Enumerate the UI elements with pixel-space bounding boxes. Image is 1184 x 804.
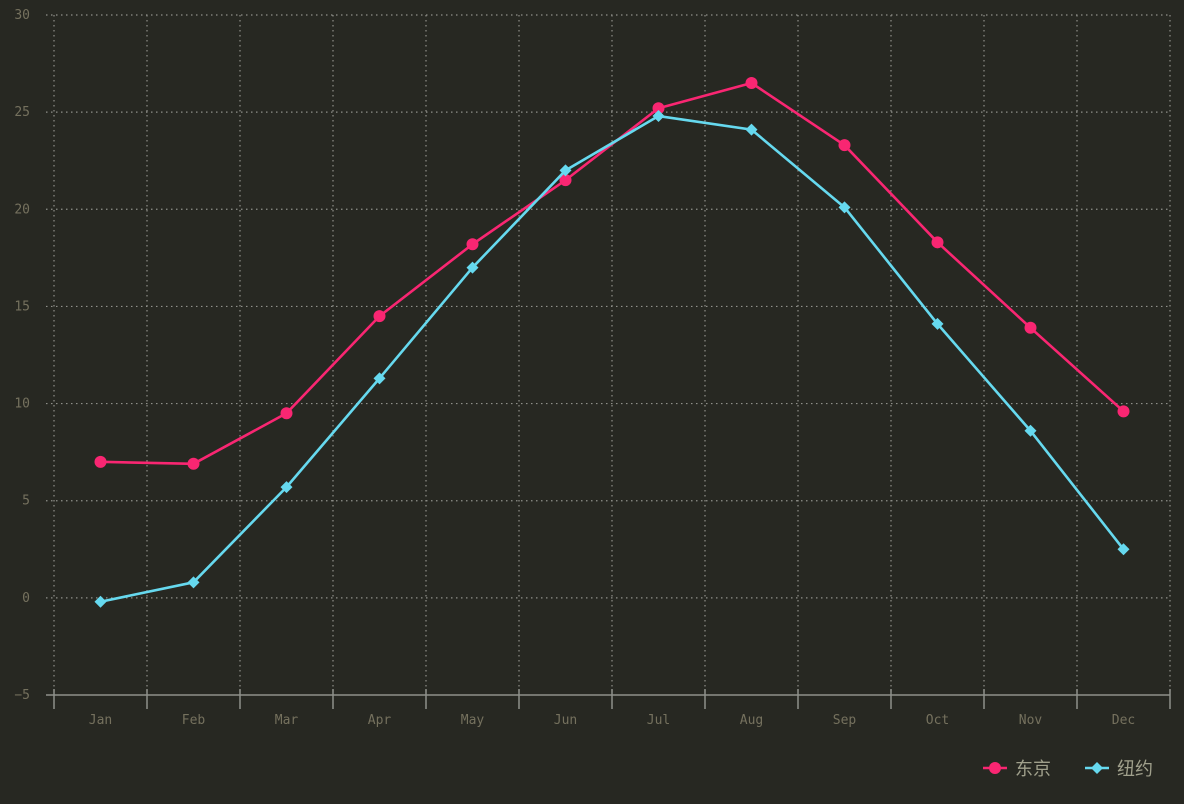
y-tick-label: 20 — [14, 202, 30, 217]
legend-marker[interactable] — [989, 762, 1001, 774]
data-point[interactable] — [745, 123, 758, 136]
legend[interactable]: 东京 纽约 — [983, 759, 1153, 780]
grid — [46, 14, 1171, 695]
series-group — [94, 77, 1130, 608]
series-2 — [94, 110, 1130, 608]
data-point[interactable] — [652, 110, 665, 123]
data-point[interactable] — [187, 457, 200, 470]
x-tick-label: Sep — [833, 713, 857, 728]
data-point[interactable] — [559, 164, 572, 177]
data-point[interactable] — [466, 238, 479, 251]
data-point[interactable] — [94, 595, 107, 608]
data-point[interactable] — [559, 174, 572, 187]
x-axis — [46, 689, 1171, 709]
data-point[interactable] — [931, 236, 944, 249]
data-point[interactable] — [838, 201, 851, 214]
data-point[interactable] — [466, 261, 479, 274]
y-tick-label: −5 — [14, 688, 30, 703]
data-point[interactable] — [1117, 405, 1130, 418]
x-tick-label: Jul — [647, 713, 670, 728]
data-point[interactable] — [280, 481, 293, 494]
legend-label: 纽约 — [1117, 759, 1153, 780]
x-tick-label: Mar — [275, 713, 299, 728]
data-point[interactable] — [1117, 543, 1130, 556]
legend-item[interactable]: 纽约 — [1085, 759, 1153, 780]
x-tick-label: May — [461, 713, 485, 728]
x-tick-label: Feb — [182, 713, 206, 728]
data-point[interactable] — [838, 139, 851, 152]
y-tick-label: 0 — [22, 591, 30, 606]
legend-item[interactable]: 东京 — [983, 759, 1051, 780]
x-tick-label: Jan — [89, 713, 112, 728]
x-tick-label: Aug — [740, 713, 763, 728]
y-tick-label: 15 — [14, 299, 30, 314]
data-point[interactable] — [1024, 424, 1037, 437]
x-tick-label: Jun — [554, 713, 577, 728]
data-point[interactable] — [1024, 321, 1037, 334]
legend-label: 东京 — [1015, 759, 1051, 780]
data-point[interactable] — [652, 102, 665, 115]
data-point[interactable] — [745, 77, 758, 89]
data-point[interactable] — [94, 455, 107, 468]
data-point[interactable] — [280, 407, 293, 420]
series-line[interactable] — [100, 114, 1125, 604]
y-tick-label: 5 — [22, 494, 30, 509]
x-tick-label: Apr — [368, 713, 392, 728]
data-point[interactable] — [931, 317, 944, 330]
data-point[interactable] — [373, 372, 386, 385]
x-tick-label: Nov — [1019, 713, 1043, 728]
y-tick-label: 30 — [14, 8, 30, 23]
data-point[interactable] — [187, 576, 200, 589]
y-tick-label: 25 — [14, 105, 30, 120]
x-tick-label: Oct — [926, 713, 949, 728]
y-axis-ticks: −5 0 5 10 15 20 25 30 — [14, 8, 30, 703]
x-axis-ticks: Jan Feb Mar Apr May Jun Jul Aug Sep Oct Nov Dec — [89, 713, 1135, 728]
legend-marker[interactable] — [1091, 762, 1103, 774]
data-point[interactable] — [373, 310, 386, 323]
y-tick-label: 10 — [14, 397, 30, 412]
x-tick-label: Dec — [1112, 713, 1135, 728]
